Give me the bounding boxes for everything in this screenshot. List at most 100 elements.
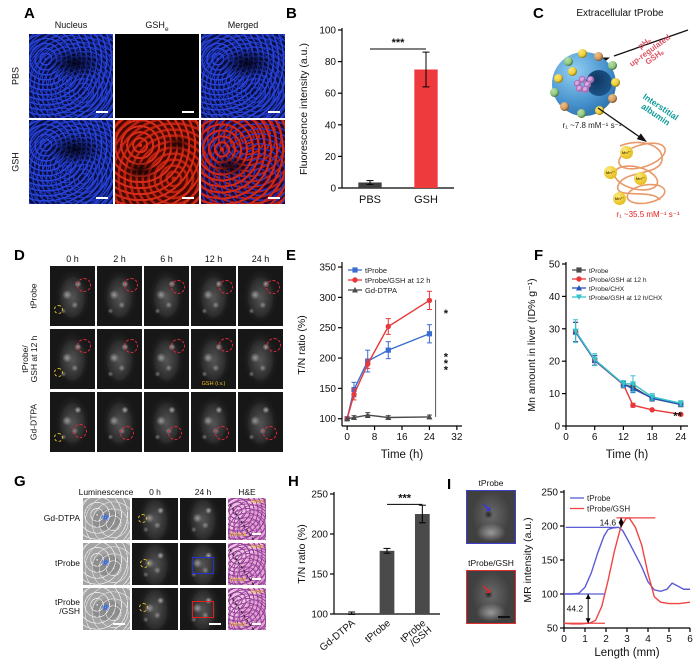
- tumor-roi-circle: [73, 424, 87, 438]
- tumor-roi-circle: [124, 278, 138, 292]
- column-header-0h: 0 h: [149, 487, 161, 497]
- fluorescence-bar-chart: 0 20 40 60 80 100 PBS GSH Fluorescence intensity…: [296, 16, 464, 212]
- svg-text:40: 40: [549, 292, 561, 303]
- tumor-label: Tumor: [249, 544, 264, 550]
- probe-dot: [577, 109, 586, 118]
- reference-roi-circle: [54, 305, 63, 314]
- scale-bar: [182, 197, 194, 199]
- svg-text:200: 200: [319, 354, 336, 365]
- column-header-merged: Merged: [227, 20, 259, 30]
- svg-text:*: *: [444, 308, 449, 320]
- svg-text:6: 6: [592, 432, 598, 443]
- mri-image: [50, 329, 95, 389]
- svg-text:16: 16: [396, 432, 408, 443]
- svg-text:3: 3: [624, 634, 630, 645]
- svg-text:***: ***: [398, 492, 412, 504]
- svg-text:24: 24: [675, 432, 687, 443]
- svg-text:Length (mm): Length (mm): [594, 647, 659, 659]
- tumor-roi-circle: [266, 280, 280, 294]
- svg-text:tProbe/GSH at 12 h: tProbe/GSH at 12 h: [365, 276, 430, 285]
- tumor-roi-box: [192, 601, 214, 618]
- image-label-tprobe-gsh: tProbe/GSH: [468, 558, 514, 568]
- panel-d-label: D: [14, 247, 25, 264]
- mri-image: [97, 329, 142, 389]
- mri-24h-image: [180, 498, 226, 540]
- tumor-roi-circle: [267, 338, 281, 352]
- tumor-roi-box: [192, 557, 214, 574]
- mri-24h-image: [180, 588, 226, 630]
- svg-text:**: **: [673, 411, 682, 423]
- tumor-label: Tumor: [249, 499, 264, 505]
- mri-image: [191, 392, 236, 452]
- r1-free-value: r₁ ~7.8 mM⁻¹ s⁻¹: [562, 121, 622, 130]
- svg-text:tProbe/GSH: tProbe/GSH: [399, 618, 435, 653]
- svg-text:12: 12: [618, 432, 630, 443]
- svg-text:250: 250: [541, 488, 558, 499]
- probe-dot: [595, 106, 604, 115]
- luminescence-image: [83, 588, 130, 630]
- svg-text:tProbe/GSH at 12 h: tProbe/GSH at 12 h: [589, 277, 647, 284]
- tn-ratio-bar-chart: 100 150 200 250 Gd-DTPA tProbe tProbe/GSH T/N r…: [294, 482, 448, 660]
- panel-e-label: E: [286, 247, 297, 264]
- svg-text:6: 6: [687, 634, 693, 645]
- svg-text:50: 50: [547, 624, 559, 635]
- roi-circle: [138, 514, 147, 523]
- svg-text:32: 32: [451, 432, 463, 443]
- tumor-roi-circle: [168, 426, 182, 440]
- mri-image: [238, 392, 283, 452]
- tumor-roi-circle: [77, 278, 91, 292]
- panel-a-label: A: [24, 5, 35, 22]
- drug-dot: [587, 76, 594, 83]
- svg-text:80: 80: [325, 57, 337, 68]
- probe-dot: [554, 74, 563, 83]
- svg-text:2: 2: [603, 634, 609, 645]
- micrograph-pbs-merged: [201, 34, 285, 118]
- mri-image: [50, 266, 95, 326]
- tumor-label: Tumor: [249, 589, 264, 595]
- probe-dot: [578, 49, 587, 58]
- svg-text:tProbe: tProbe: [589, 268, 609, 275]
- svg-text:Time (h): Time (h): [606, 449, 649, 461]
- svg-text:10: 10: [549, 389, 561, 400]
- reference-roi-circle: [54, 368, 63, 377]
- svg-text:20: 20: [325, 152, 337, 163]
- tumor-roi-circle: [215, 426, 229, 440]
- svg-text:tProbe/GSH at 12 h/CHX: tProbe/GSH at 12 h/CHX: [589, 295, 663, 302]
- row-label-tprobe: tProbe: [28, 283, 39, 309]
- roi-circle: [140, 559, 149, 568]
- gshe-base: GSH: [145, 20, 165, 30]
- probe-dot: [611, 78, 620, 87]
- drug-dot: [579, 76, 586, 83]
- he-histology-image: Tumor Normal: [228, 588, 266, 630]
- svg-text:200: 200: [541, 522, 558, 533]
- normal-label: Normal: [230, 622, 247, 628]
- mn-ion: Mn²⁺: [613, 192, 626, 205]
- svg-text:60: 60: [325, 89, 337, 100]
- panel-h-label: H: [288, 473, 299, 490]
- scale-bar: [252, 623, 261, 625]
- row-label-tprobe-gsh: tProbe/ GSH at 12 h: [20, 335, 39, 383]
- mri-crop-tprobe-gsh: ↘: [466, 570, 516, 624]
- pointer-arrow-icon: ↘: [481, 582, 492, 597]
- scale-bar: [96, 197, 108, 199]
- mri-image: [97, 392, 142, 452]
- he-histology-image: Tumor Normal: [228, 543, 266, 585]
- normal-label: Normal: [230, 532, 247, 538]
- probe-dot: [568, 67, 577, 76]
- svg-text:MR intensity (a.u.): MR intensity (a.u.): [522, 517, 534, 602]
- column-header-24h: 24 h: [194, 487, 212, 497]
- svg-text:tProbe: tProbe: [363, 618, 393, 646]
- svg-text:Time (h): Time (h): [381, 449, 424, 461]
- svg-text:150: 150: [319, 384, 336, 395]
- svg-text:*: *: [444, 358, 449, 370]
- scale-bar: [268, 111, 280, 113]
- gsh-iv-label: GSH (i.v.): [201, 381, 226, 387]
- scale-bar: [113, 623, 125, 625]
- svg-text:40: 40: [325, 120, 337, 131]
- tumor-roi-circle: [263, 426, 277, 440]
- scale-bar: [252, 533, 261, 535]
- mri-image: [238, 266, 283, 326]
- timepoint-header-2h: 2 h: [113, 254, 126, 264]
- panel-i-label: I: [447, 476, 452, 493]
